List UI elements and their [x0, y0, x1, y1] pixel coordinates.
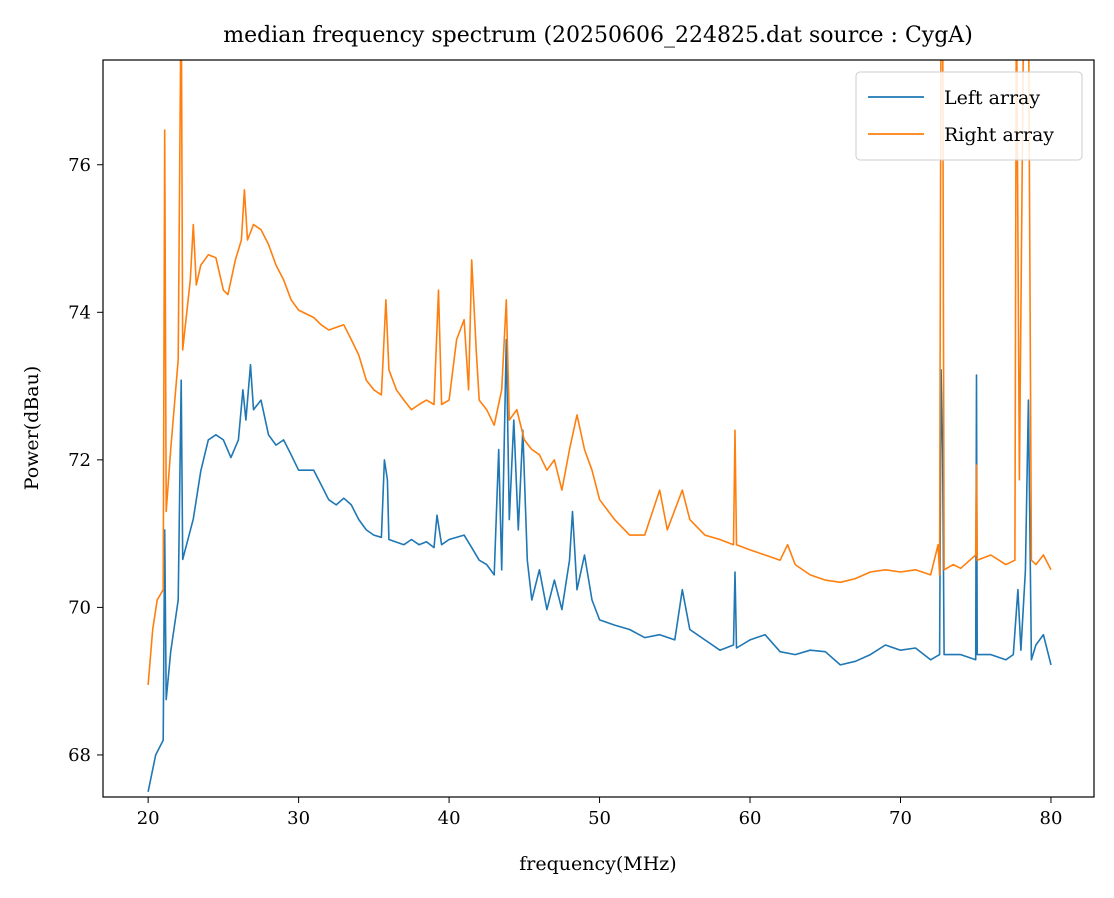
x-tick: 50 [588, 797, 611, 829]
x-tick: 80 [1040, 797, 1063, 829]
x-tick-label: 30 [287, 808, 310, 829]
x-axis-label: frequency(MHz) [519, 853, 676, 875]
chart-title: median frequency spectrum (20250606_2248… [223, 23, 973, 48]
y-tick: 76 [68, 155, 103, 176]
x-tick: 60 [739, 797, 762, 829]
y-tick: 70 [68, 597, 103, 618]
x-tick: 40 [438, 797, 461, 829]
y-tick: 72 [68, 450, 103, 471]
x-tick: 30 [287, 797, 310, 829]
y-tick: 74 [68, 302, 103, 323]
x-tick: 70 [889, 797, 912, 829]
y-tick-label: 72 [68, 450, 91, 471]
x-tick-label: 80 [1040, 808, 1063, 829]
y-tick-label: 74 [68, 302, 91, 323]
legend-label-left-array: Left array [944, 87, 1040, 109]
x-tick-label: 70 [889, 808, 912, 829]
series-line-left-array [147, 338, 1052, 792]
y-axis-label: Power(dBau) [21, 366, 43, 491]
series-line-right-array [147, 60, 1052, 685]
y-tick-label: 76 [68, 155, 91, 176]
x-tick-label: 20 [137, 808, 160, 829]
x-tick: 20 [137, 797, 160, 829]
y-tick-label: 70 [68, 597, 91, 618]
y-tick: 68 [68, 745, 103, 766]
y-tick-label: 68 [68, 745, 91, 766]
x-tick-label: 60 [739, 808, 762, 829]
plot-frame [102, 59, 1095, 798]
legend: Left array Right array [855, 71, 1083, 161]
legend-label-right-array: Right array [944, 124, 1054, 146]
x-tick-label: 50 [588, 808, 611, 829]
x-tick-label: 40 [438, 808, 461, 829]
